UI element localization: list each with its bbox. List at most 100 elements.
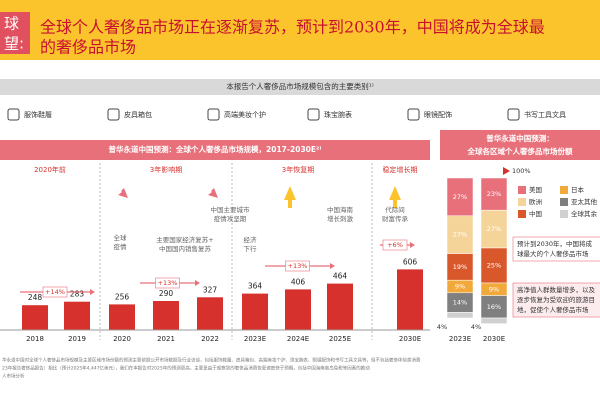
bar (327, 283, 353, 330)
x-tick-label: 2030E (483, 335, 505, 343)
period-label: 稳定增长期 (383, 165, 418, 174)
growth-label: +13% (158, 279, 178, 287)
header-side-box (0, 12, 30, 54)
stacked-segment (446, 215, 474, 254)
value-label: 406 (291, 277, 306, 286)
stacked-segment (446, 177, 474, 217)
header-band (0, 0, 600, 60)
header-title: 全球个人奢侈品市场正在逐渐复苏，预计到2030年，中国将成为全球最 (40, 18, 545, 37)
legend-swatch (518, 210, 526, 218)
header-side: 球 (4, 15, 19, 33)
x-tick-label: 2030E (399, 335, 421, 343)
x-tick-label: 2025E (329, 335, 351, 343)
legend-swatch (560, 198, 568, 206)
value-label: 606 (403, 257, 418, 266)
annotation: 增长刺激 (327, 214, 354, 223)
stacked-segment (446, 312, 474, 319)
segment-label: 27% (453, 231, 467, 239)
note-text: 球最大的个人奢侈品市场 (517, 249, 589, 258)
header-side: 望: (4, 35, 24, 53)
value-label: 464 (333, 272, 348, 281)
trend-arrow (202, 182, 218, 198)
stacked-segment (480, 209, 508, 249)
period-label: 2020年前 (34, 165, 66, 174)
note-text: 预计到2030年，中国将成 (517, 239, 593, 248)
bar (197, 297, 223, 330)
growth-label: +13% (288, 262, 308, 270)
x-tick-label: 2022 (201, 335, 219, 343)
chart-band (0, 140, 430, 160)
section-band (0, 79, 600, 95)
value-label: 327 (203, 285, 218, 294)
annotation: 中国海南 (327, 205, 354, 214)
category-label: 眼镜配饰 (424, 110, 452, 119)
category-label: 高端美妆个护 (224, 110, 266, 119)
note-box (512, 236, 600, 262)
chart-title: 普华永道中国预测：全球个人奢侈品市场规模，2017-2030E²⁾ (109, 144, 322, 154)
category-icon (307, 108, 320, 121)
value-label: 248 (28, 293, 43, 302)
legend-swatch (518, 198, 526, 206)
growth-box (382, 239, 408, 251)
growth-arrow-head (195, 280, 200, 286)
legend-label: 欧洲 (529, 197, 542, 206)
stacked-segment (480, 317, 508, 324)
category-label: 服饰鞋履 (24, 110, 52, 119)
period-label: 3年恢复期 (282, 165, 314, 174)
growth-label: +14% (45, 288, 65, 296)
legend-swatch (560, 210, 568, 218)
total-marker (503, 167, 510, 175)
category-icon (7, 108, 20, 121)
category-label: 珠宝腕表 (324, 110, 352, 119)
chart-title: 普华永道中国预测： (486, 133, 554, 143)
segment-label: 16% (487, 303, 501, 311)
growth-box (285, 260, 310, 272)
footnote: 华永道中国对全球个人奢侈品市场规模及主要区域市场份额的预测主要依据公开市场数据及… (2, 357, 421, 364)
section-title: 本报告个人奢侈品市场规模包含的主要类别¹⁾ (226, 81, 374, 91)
growth-arrow-head (410, 242, 415, 248)
legend-swatch (560, 186, 568, 194)
segment-label: 9% (455, 283, 465, 291)
note-box (512, 282, 600, 318)
bar (242, 293, 268, 330)
stacked-segment (480, 247, 508, 284)
annotation: 财富传承 (382, 214, 409, 223)
note-text: 地，促使个人奢侈品市场 (517, 305, 589, 314)
footnote: 人市场分析 (2, 373, 25, 380)
segment-label: 4% (471, 323, 481, 331)
segment-label: 14% (453, 299, 467, 307)
annotation: 疫情攻坚期 (214, 214, 247, 223)
x-tick-label: 2020 (113, 335, 131, 343)
legend-swatch (518, 186, 526, 194)
category-icon (507, 108, 520, 121)
annotation: 代际间 (385, 205, 405, 214)
x-tick-label: 2024E (287, 335, 309, 343)
value-label: 256 (115, 292, 130, 301)
annotation: 疫情 (114, 242, 128, 251)
category-icon (107, 108, 120, 121)
growth-box (155, 277, 180, 289)
bar (22, 305, 48, 330)
category-icon (407, 108, 420, 121)
trend-arrow (112, 182, 128, 198)
segment-label: 23% (487, 190, 501, 198)
x-tick-label: 2023E (244, 335, 266, 343)
legend-label: 亚太其他 (571, 197, 598, 206)
value-label: 283 (70, 290, 85, 299)
trend-arrow (284, 186, 296, 208)
segment-label: 19% (453, 263, 467, 271)
segment-label: 9% (489, 285, 499, 293)
legend-label: 中国 (529, 209, 542, 218)
segment-label: 25% (487, 262, 501, 270)
x-tick-label: 2023E (449, 335, 471, 343)
note-text: 高净值人群数量增多，以及 (517, 285, 596, 294)
annotation: 主要国家经济复苏+ (156, 235, 213, 244)
annotation: 全球 (114, 233, 128, 242)
legend-label: 全球其余 (571, 209, 598, 218)
segment-label: 27% (487, 225, 501, 233)
segment-label: 4% (437, 323, 447, 331)
growth-label: +6% (387, 241, 403, 249)
category-icon (207, 108, 220, 121)
category-label: 皮具箱包 (124, 110, 152, 119)
total-label: 100% (512, 167, 531, 175)
